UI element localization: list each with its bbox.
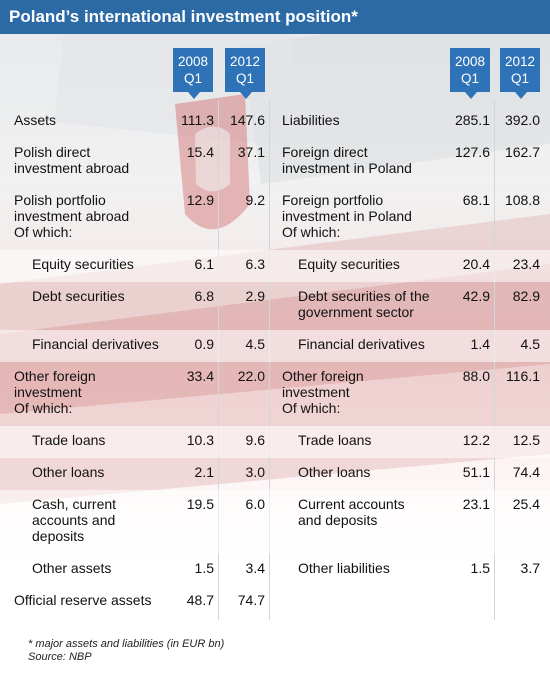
liability-value-2008: 20.4 (462, 256, 490, 272)
liability-value-2008: 285.1 (454, 112, 490, 128)
liability-value-2008: 1.5 (470, 560, 490, 576)
liability-value-2008: 42.9 (462, 288, 490, 304)
liability-value-2008: 51.1 (462, 464, 490, 480)
asset-value-2012: 3.4 (245, 560, 265, 576)
asset-value-2008: 6.1 (194, 256, 214, 272)
asset-label: Debt securities (32, 288, 125, 304)
liability-value-2012: 3.7 (520, 560, 540, 576)
liability-label: Equity securities (298, 256, 400, 272)
assets-col-2008-header: 2008 Q1 (173, 48, 213, 99)
asset-label: Other assets (32, 560, 112, 576)
liability-value-2008: 23.1 (462, 496, 490, 512)
chart-title: Poland’s international investment positi… (0, 0, 550, 34)
liability-value-2008: 1.4 (470, 336, 490, 352)
row-stripe (0, 426, 550, 458)
asset-label: Assets (14, 112, 57, 128)
liability-label: Foreign direct investment in Poland (282, 144, 412, 176)
asset-value-2012: 6.0 (245, 496, 265, 512)
liability-value-2012: 392.0 (504, 112, 540, 128)
liability-label: Foreign portfolio investment in Poland O… (282, 192, 412, 240)
asset-label: Trade loans (32, 432, 106, 448)
asset-label: Other loans (32, 464, 105, 480)
asset-value-2008: 1.5 (194, 560, 214, 576)
assets-col-2012-year: 2012 (229, 54, 261, 69)
liability-label: Debt securities of the government sector (298, 288, 430, 320)
asset-value-2008: 48.7 (186, 592, 214, 608)
asset-label: Polish direct investment abroad (14, 144, 130, 176)
asset-value-2012: 6.3 (245, 256, 265, 272)
liability-value-2012: 25.4 (512, 496, 540, 512)
liability-label: Trade loans (298, 432, 372, 448)
asset-label: Official reserve assets (14, 592, 152, 608)
liability-label: Liabilities (282, 112, 340, 128)
liability-label: Other foreign investment Of which: (282, 368, 364, 416)
row-stripe (0, 490, 550, 554)
source-note: Source: NBP (28, 651, 92, 663)
liability-value-2008: 127.6 (454, 144, 490, 160)
assets-col-2008-year: 2008 (177, 54, 209, 69)
liability-value-2012: 4.5 (520, 336, 540, 352)
liab-col-2008-year: 2008 (454, 54, 486, 69)
row-stripe (0, 250, 550, 282)
asset-label: Other foreign investment Of which: (14, 368, 96, 416)
asset-value-2008: 6.8 (194, 288, 214, 304)
liab-col-2012-quarter: Q1 (510, 71, 529, 86)
liability-value-2012: 162.7 (504, 144, 540, 160)
asset-value-2008: 0.9 (194, 336, 214, 352)
asset-value-2012: 3.0 (245, 464, 265, 480)
asset-value-2008: 15.4 (186, 144, 214, 160)
liability-value-2012: 23.4 (512, 256, 540, 272)
liability-value-2012: 116.1 (506, 368, 540, 384)
asset-value-2008: 111.3 (181, 112, 214, 128)
asset-label: Equity securities (32, 256, 134, 272)
liability-label: Financial derivatives (298, 336, 425, 352)
asset-value-2012: 74.7 (237, 592, 265, 608)
asset-value-2008: 12.9 (186, 192, 214, 208)
asset-label: Polish portfolio investment abroad Of wh… (14, 192, 130, 240)
liability-value-2012: 108.8 (504, 192, 540, 208)
assets-col-2008-quarter: Q1 (183, 71, 202, 86)
asset-value-2012: 2.9 (245, 288, 265, 304)
liab-col-2008-quarter: Q1 (460, 71, 479, 86)
asset-value-2008: 2.1 (194, 464, 214, 480)
liability-value-2012: 12.5 (512, 432, 540, 448)
liability-label: Other loans (298, 464, 371, 480)
liability-value-2012: 82.9 (512, 288, 540, 304)
asset-value-2012: 22.0 (237, 368, 265, 384)
assets-col-2012-quarter: Q1 (235, 71, 254, 86)
asset-label: Financial derivatives (32, 336, 159, 352)
liability-value-2008: 12.2 (462, 432, 490, 448)
asset-value-2012: 4.5 (245, 336, 265, 352)
liability-value-2012: 74.4 (512, 464, 540, 480)
asset-value-2008: 19.5 (186, 496, 214, 512)
liab-col-2012-year: 2012 (504, 54, 536, 69)
assets-col-2012-header: 2012 Q1 (225, 48, 265, 99)
asset-value-2012: 9.6 (245, 432, 265, 448)
asset-value-2012: 9.2 (245, 192, 265, 208)
row-stripe (0, 330, 550, 362)
asset-value-2008: 33.4 (186, 368, 214, 384)
liability-value-2008: 88.0 (462, 368, 490, 384)
footer: * major assets and liabilities (in EUR b… (28, 638, 224, 664)
liability-value-2008: 68.1 (462, 192, 490, 208)
footnote: * major assets and liabilities (in EUR b… (28, 638, 225, 650)
liability-label: Current accounts and deposits (298, 496, 405, 528)
asset-value-2012: 147.6 (229, 112, 265, 128)
liab-col-2012-header: 2012 Q1 (500, 48, 540, 99)
liability-label: Other liabilities (298, 560, 390, 576)
asset-value-2012: 37.1 (237, 144, 265, 160)
asset-label: Cash, current accounts and deposits (32, 496, 117, 544)
liab-col-2008-header: 2008 Q1 (450, 48, 490, 99)
asset-value-2008: 10.3 (186, 432, 214, 448)
